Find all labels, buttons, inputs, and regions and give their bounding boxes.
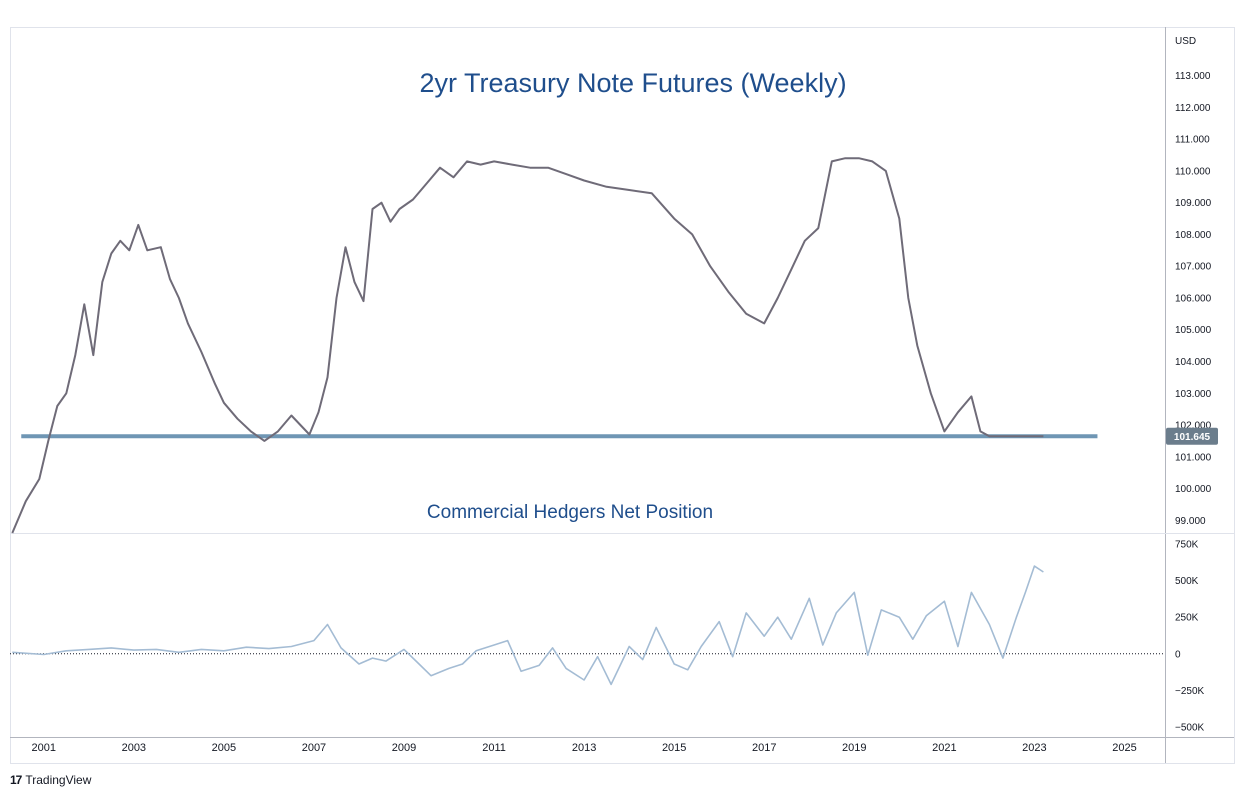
time-tick-label: 2017	[752, 742, 776, 754]
price-tick-label: 113.000	[1175, 71, 1211, 82]
time-tick-label: 2021	[932, 742, 956, 754]
time-tick-label: 2015	[662, 742, 686, 754]
price-tick-label: 107.000	[1175, 262, 1212, 273]
last-price-badge: 101.645	[1166, 427, 1218, 445]
hedgers-pane[interactable]: Commercial Hedgers Net Position 750K 500K…	[10, 502, 1205, 733]
price-pane[interactable]: 2yr Treasury Note Futures (Weekly) USD 1…	[11, 36, 1218, 534]
price-tick-label: 108.000	[1175, 230, 1212, 241]
indicator-tick-label: −500K	[1175, 722, 1205, 733]
time-tick-label: 2007	[302, 742, 326, 754]
chart-border	[10, 27, 1235, 764]
tradingview-brand[interactable]: 17 TradingView	[10, 772, 91, 788]
price-tick-label: 99.000	[1175, 516, 1206, 527]
time-tick-label: 2019	[842, 742, 866, 754]
time-axis[interactable]: 2001 2003 2005 2007 2009 2011 2013 2015 2017 2019…	[32, 742, 1137, 754]
price-tick-label: 100.000	[1175, 484, 1212, 495]
indicator-tick-label: 500K	[1175, 576, 1199, 587]
hedgers-series-line[interactable]	[12, 565, 1044, 686]
time-tick-label: 2005	[212, 742, 236, 754]
chart-title: 2yr Treasury Note Futures (Weekly)	[419, 68, 846, 98]
last-price-badge-bg	[1166, 427, 1218, 445]
price-tick-label: 105.000	[1175, 325, 1212, 336]
indicator-tick-label: 750K	[1175, 540, 1199, 551]
price-tick-label: 110.000	[1175, 166, 1211, 177]
tradingview-logo-icon: 17	[10, 773, 22, 787]
price-tick-label: 103.000	[1175, 389, 1212, 400]
price-tick-label: 102.000	[1175, 421, 1212, 432]
price-tick-label: 112.000	[1175, 103, 1211, 114]
price-axis-ticks: 113.000 112.000 111.000 110.000 109.000 108.0…	[1175, 71, 1212, 527]
indicator-tick-label: 250K	[1175, 613, 1199, 624]
currency-label: USD	[1175, 36, 1196, 47]
price-tick-label: 111.000	[1175, 135, 1210, 146]
time-tick-label: 2001	[32, 742, 56, 754]
time-tick-label: 2013	[572, 742, 596, 754]
time-tick-label: 2003	[122, 742, 146, 754]
last-price-value: 101.645	[1174, 432, 1211, 443]
price-tick-label: 109.000	[1175, 198, 1212, 209]
time-tick-label: 2011	[482, 742, 506, 754]
price-series-line[interactable]	[11, 157, 1044, 534]
brand-name: TradingView	[25, 773, 92, 787]
price-tick-label: 106.000	[1175, 293, 1212, 304]
indicator-title: Commercial Hedgers Net Position	[427, 502, 713, 523]
indicator-tick-label: 0	[1175, 649, 1181, 660]
price-tick-label: 104.000	[1175, 357, 1212, 368]
indicator-tick-label: −250K	[1175, 686, 1205, 697]
time-tick-label: 2023	[1022, 742, 1046, 754]
time-tick-label: 2009	[392, 742, 416, 754]
price-tick-label: 101.000	[1175, 452, 1212, 463]
time-tick-label: 2025	[1112, 742, 1136, 754]
indicator-axis-ticks: 750K 500K 250K 0 −250K −500K	[1175, 540, 1205, 734]
